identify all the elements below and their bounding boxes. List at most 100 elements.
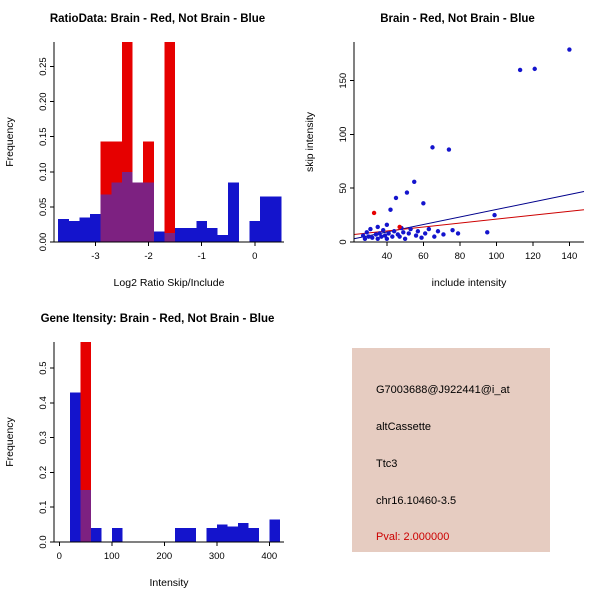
point-not-brain [360, 233, 366, 238]
point-not-brain [419, 235, 424, 240]
y-tick-label: 0.25 [38, 57, 49, 75]
point-not-brain [384, 236, 390, 241]
y-tick-label: 100 [338, 127, 349, 143]
hist-bar-not-brain [216, 524, 228, 542]
panel-gene-info: G7003688@J922441@i_at altCassette Ttc3 c… [300, 300, 600, 600]
hist-bar-not-brain [90, 213, 101, 242]
point-not-brain [517, 67, 523, 73]
point-not-brain [406, 231, 411, 236]
intensity-scatter-canvas: 40 60 80 100 120 140 0 50 100 150 include intensit… [304, 42, 585, 289]
hist-bar-not-brain [206, 528, 217, 542]
point-not-brain [375, 236, 380, 241]
x-tick-label: 120 [525, 251, 541, 262]
point-not-brain [432, 234, 437, 239]
x-axis-label: include intensity [432, 277, 507, 289]
point-not-brain [390, 234, 395, 239]
point-not-brain [375, 224, 380, 230]
point-not-brain [393, 195, 399, 201]
point-not-brain [379, 234, 384, 239]
hist-bar-overlap [100, 194, 112, 242]
y-tick-label: 0.1 [38, 501, 49, 514]
point-not-brain [446, 147, 452, 152]
point-not-brain [408, 226, 413, 232]
hist-bar-not-brain [58, 218, 69, 242]
brain-fit-line [353, 209, 585, 235]
point-not-brain [441, 232, 446, 237]
hist-bar-not-brain [269, 519, 280, 542]
hist-bar-not-brain [185, 528, 196, 542]
hist-bar-not-brain [217, 234, 229, 242]
splice-type-label: altCassette [376, 421, 432, 433]
point-not-brain [455, 231, 461, 236]
point-not-brain [386, 231, 391, 236]
hist-bar-overlap [111, 182, 122, 242]
chromosome-location-label: chr16.10460-3.5 [376, 495, 457, 507]
ratio-histogram-canvas: -3 -2 -1 0 0.00 0.05 0.10 0.15 0.20 0.25 Log2 Rati… [4, 42, 284, 289]
hist-bar-not-brain [90, 528, 102, 542]
point-not-brain [368, 226, 373, 232]
point-not-brain [412, 179, 417, 184]
y-tick-label: 0.5 [38, 361, 49, 374]
point-not-brain [366, 234, 371, 239]
y-tick-label: 0.20 [38, 92, 49, 111]
point-brain [371, 210, 377, 216]
x-tick-label: -3 [91, 251, 99, 262]
y-tick-label: 150 [338, 73, 349, 89]
hist-bar-brain [121, 42, 133, 242]
y-tick-label: 0.0 [38, 535, 49, 548]
y-tick-label: 0.10 [38, 163, 49, 182]
point-not-brain [401, 230, 406, 235]
hist-bar-not-brain [79, 217, 91, 242]
point-not-brain [485, 230, 490, 235]
y-axis-label: skip intensity [304, 111, 316, 172]
hist-bar-not-brain [270, 196, 282, 242]
point-not-brain [426, 226, 432, 232]
hist-bar-not-brain [174, 528, 186, 542]
hist-bar-not-brain [260, 196, 271, 242]
x-tick-label: 200 [156, 551, 172, 562]
hist-bar-not-brain [228, 182, 239, 242]
y-tick-label: 0.05 [38, 198, 49, 217]
hist-bar-not-brain [227, 526, 238, 542]
x-axis-label: Log2 Ratio Skip/Include [114, 277, 225, 289]
ratio-histogram-title: RatioData: Brain - Red, Not Brain - Blue [49, 13, 266, 25]
gene-symbol-label: Ttc3 [376, 458, 398, 470]
y-tick-label: 0.2 [38, 466, 49, 479]
point-brain [397, 224, 402, 230]
hist-bar-not-brain [237, 522, 249, 542]
point-not-brain [421, 201, 426, 206]
point-not-brain [450, 227, 455, 233]
hist-bar-not-brain [68, 220, 80, 242]
x-tick-label: 60 [418, 251, 429, 262]
hist-bar-not-brain [249, 220, 261, 242]
hist-bar-overlap [80, 489, 91, 542]
x-tick-label: 80 [455, 251, 466, 262]
y-tick-label: 0.4 [38, 396, 49, 409]
point-not-brain [430, 145, 435, 150]
hist-bar-overlap [132, 182, 144, 242]
hist-bar-brain [164, 42, 176, 242]
hist-bar-not-brain [175, 227, 186, 242]
y-tick-label: 0 [338, 239, 349, 244]
x-tick-label: -2 [144, 251, 152, 262]
pvalue-label: Pval: 2.000000 [376, 531, 450, 543]
point-not-brain [532, 66, 537, 72]
x-tick-label: 100 [488, 251, 504, 262]
point-not-brain [415, 229, 421, 234]
point-not-brain [377, 231, 382, 236]
y-axis-label: Frequency [4, 416, 16, 466]
x-tick-label: 100 [104, 551, 120, 562]
y-tick-label: 0.00 [38, 233, 49, 252]
gene-intensity-canvas: 0 100 200 300 400 0.0 0.1 0.2 0.3 0.4 0.5 Intensity… [4, 342, 284, 589]
x-tick-label: 0 [57, 551, 62, 562]
x-tick-label: 40 [382, 251, 393, 262]
intensity-scatter-title: Brain - Red, Not Brain - Blue [380, 13, 535, 25]
x-axis-label: Intensity [149, 577, 189, 589]
y-axis-label: Frequency [4, 116, 16, 166]
point-not-brain [370, 235, 375, 240]
hist-bar-not-brain [248, 528, 259, 542]
gene-info-box: G7003688@J922441@i_at altCassette Ttc3 c… [352, 348, 550, 552]
hist-bar-not-brain [69, 392, 81, 542]
panel-ratio-histogram: RatioData: Brain - Red, Not Brain - Blue… [0, 0, 300, 300]
